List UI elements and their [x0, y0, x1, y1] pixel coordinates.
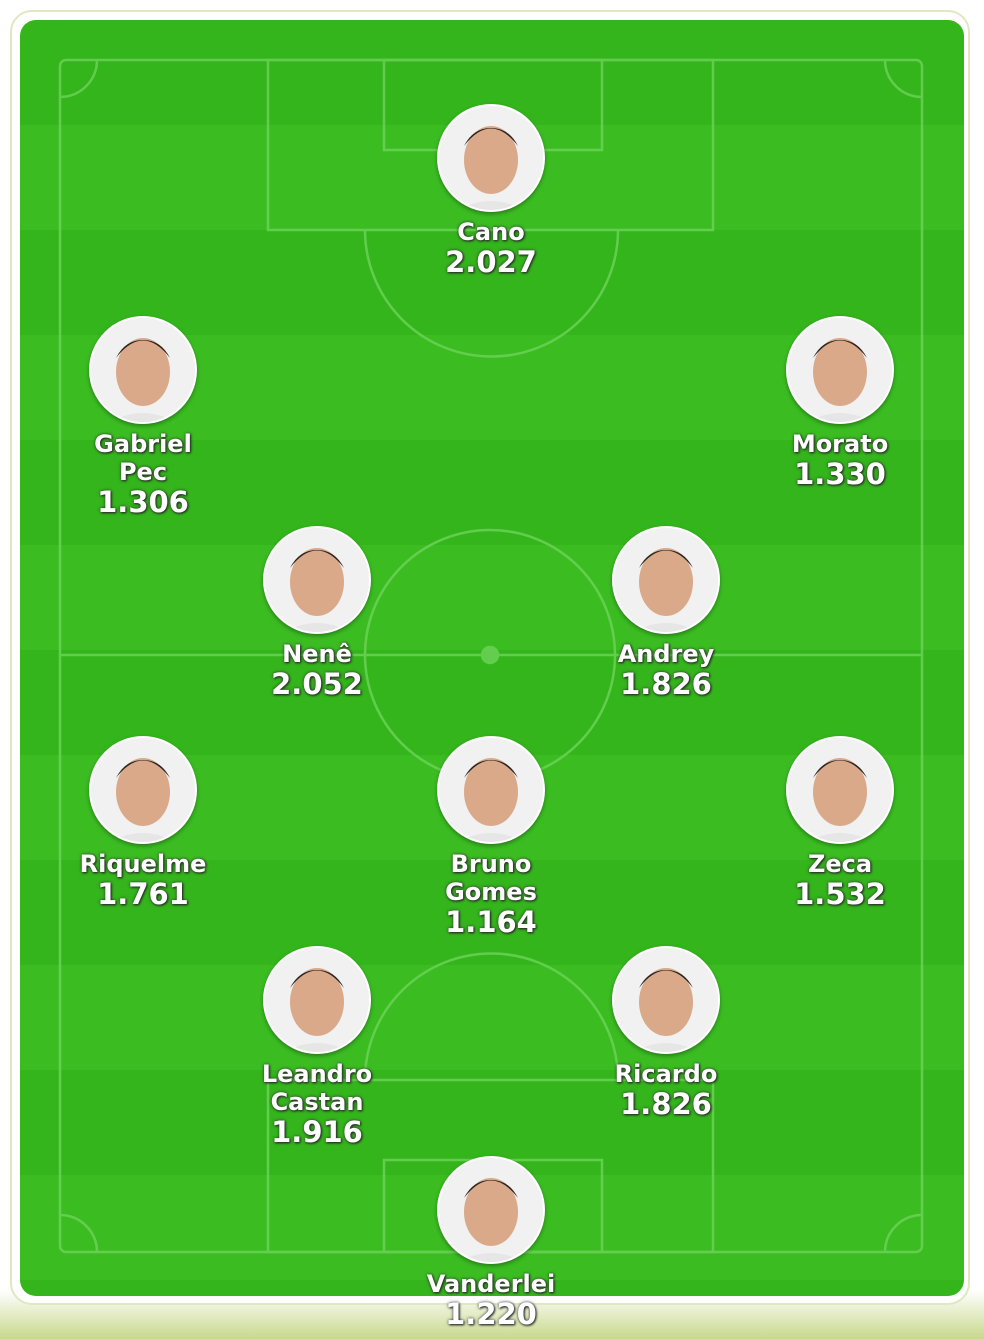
- player-andrey[interactable]: Andrey 1.826: [566, 526, 766, 700]
- player-name-line: Leandro: [261, 1060, 373, 1088]
- player-score: 2.052: [271, 667, 363, 701]
- player-photo: [89, 736, 197, 844]
- player-name: Nenê: [217, 640, 417, 668]
- player-name-line: Ricardo: [614, 1060, 718, 1088]
- player-name-line: Vanderlei: [426, 1270, 556, 1298]
- player-name: Vanderlei: [391, 1270, 591, 1298]
- player-score: 1.761: [97, 877, 189, 911]
- player-cano[interactable]: Cano 2.027: [391, 104, 591, 278]
- player-morato[interactable]: Morato 1.330: [740, 316, 940, 490]
- player-name-line: Pec: [118, 458, 168, 486]
- player-score: 1.826: [620, 667, 712, 701]
- player-name-line: Gabriel: [94, 430, 192, 458]
- player-riquelme[interactable]: Riquelme 1.761: [43, 736, 243, 910]
- player-name-line: Gomes: [445, 878, 537, 906]
- player-name-line: Castan: [270, 1088, 364, 1116]
- player-name: Cano: [391, 218, 591, 246]
- player-photo: [612, 946, 720, 1054]
- player-name: Ricardo: [566, 1060, 766, 1088]
- player-score: 1.532: [794, 877, 886, 911]
- football-pitch: [20, 20, 964, 1296]
- player-score: 1.164: [445, 905, 537, 939]
- player-photo: [437, 736, 545, 844]
- player-name: Riquelme: [43, 850, 243, 878]
- player-photo: [612, 526, 720, 634]
- player-name-line: Riquelme: [79, 850, 207, 878]
- player-score: 1.916: [271, 1115, 363, 1149]
- player-score: 1.330: [794, 457, 886, 491]
- player-photo: [263, 946, 371, 1054]
- player-score: 1.826: [620, 1087, 712, 1121]
- player-photo: [89, 316, 197, 424]
- player-gabriel-pec[interactable]: Gabriel Pec 1.306: [43, 316, 243, 518]
- player-photo: [437, 104, 545, 212]
- player-name-line: Cano: [457, 218, 525, 246]
- player-name-line: Bruno: [450, 850, 532, 878]
- player-nenê[interactable]: Nenê 2.052: [217, 526, 417, 700]
- player-name: Morato: [740, 430, 940, 458]
- player-name: Leandro Castan: [217, 1060, 417, 1116]
- player-score: 2.027: [445, 245, 537, 279]
- player-vanderlei[interactable]: Vanderlei 1.220: [391, 1156, 591, 1330]
- player-score: 1.220: [445, 1297, 537, 1331]
- player-name-line: Andrey: [617, 640, 715, 668]
- player-photo: [786, 736, 894, 844]
- player-leandro-castan[interactable]: Leandro Castan 1.916: [217, 946, 417, 1148]
- player-name-line: Zeca: [807, 850, 873, 878]
- player-name-line: Nenê: [282, 640, 352, 668]
- player-ricardo[interactable]: Ricardo 1.826: [566, 946, 766, 1120]
- player-name-line: Morato: [791, 430, 889, 458]
- player-name: Zeca: [740, 850, 940, 878]
- player-name: Bruno Gomes: [391, 850, 591, 906]
- player-score: 1.306: [97, 485, 189, 519]
- player-zeca[interactable]: Zeca 1.532: [740, 736, 940, 910]
- player-name: Gabriel Pec: [43, 430, 243, 486]
- player-photo: [786, 316, 894, 424]
- player-name: Andrey: [566, 640, 766, 668]
- player-photo: [263, 526, 371, 634]
- player-photo: [437, 1156, 545, 1264]
- player-bruno-gomes[interactable]: Bruno Gomes 1.164: [391, 736, 591, 938]
